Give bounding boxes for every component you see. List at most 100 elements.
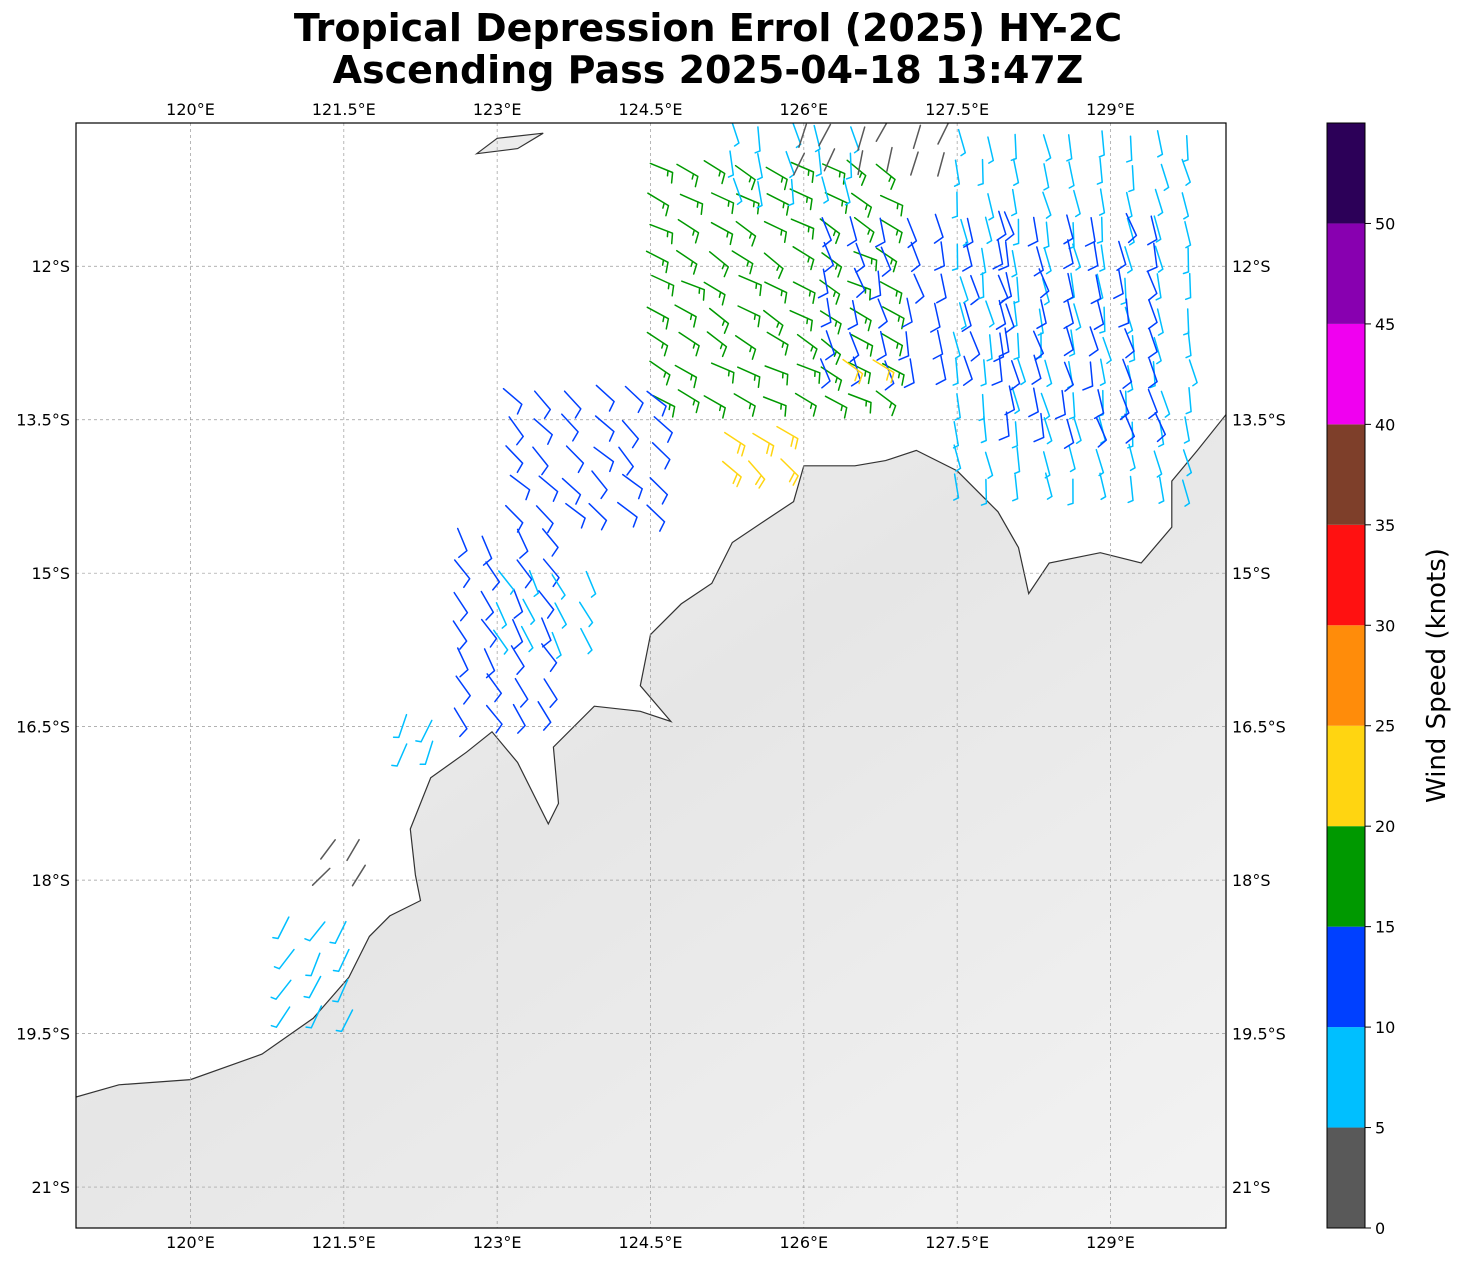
wind-barb	[733, 393, 756, 417]
colorbar-bin	[1327, 725, 1365, 827]
wind-barb	[486, 673, 503, 703]
wind-barb	[756, 152, 763, 181]
wind-barb	[456, 527, 468, 559]
wind-barb	[845, 152, 853, 180]
wind-barb	[1038, 268, 1050, 299]
lon-tick-label-top: 123°E	[473, 100, 522, 119]
wind-barb	[485, 561, 501, 591]
wind-barb	[1011, 188, 1018, 217]
wind-barb	[505, 445, 524, 474]
wind-barb	[1155, 273, 1162, 301]
wind-barb	[1188, 359, 1198, 387]
wind-barb	[1028, 387, 1039, 418]
wind-barb	[959, 276, 969, 304]
wind-barb	[1063, 239, 1074, 270]
lat-tick-label-left: 16.5°S	[16, 718, 70, 737]
wind-barb	[710, 362, 735, 384]
wind-barb	[651, 442, 671, 470]
wind-barb	[452, 620, 468, 650]
wind-barb	[565, 502, 586, 529]
lon-tick-label-bottom: 124.5°E	[619, 1233, 683, 1252]
wind-barb	[734, 335, 757, 360]
wind-barb	[1044, 359, 1053, 388]
wind-barb	[857, 126, 866, 151]
wind-barb	[514, 677, 529, 708]
wind-barb	[984, 216, 993, 245]
wind-barb	[329, 920, 347, 944]
wind-barb	[1125, 212, 1138, 244]
wind-barb	[1182, 247, 1190, 275]
wind-barb	[1004, 303, 1015, 334]
wind-barb	[1072, 243, 1082, 271]
lat-tick-label-right: 18°S	[1232, 871, 1271, 890]
wind-barb	[880, 219, 903, 244]
wind-barb	[880, 332, 904, 357]
wind-barb	[1032, 330, 1045, 361]
wind-barb	[453, 559, 471, 589]
wind-barb	[933, 213, 944, 244]
wind-barb	[1153, 336, 1162, 365]
wind-barb	[977, 158, 984, 186]
wind-barb	[824, 395, 848, 419]
wind-barb	[902, 297, 913, 328]
wind-barb	[1156, 308, 1164, 336]
wind-barb	[1040, 392, 1051, 420]
wind-barb	[453, 591, 469, 622]
wind-barb	[996, 210, 1007, 241]
wind-barb	[815, 149, 822, 177]
wind-barb	[847, 299, 859, 330]
colorbar-tick-label: 30	[1375, 616, 1395, 635]
wind-barb	[731, 250, 754, 275]
lon-tick-label-top: 127.5°E	[925, 100, 989, 119]
wind-barb	[541, 643, 558, 673]
colorbar: 0 5 10 15 20 25 30 35 40 45 50 Wind Speed (knots)	[1326, 122, 1452, 1238]
lon-tick-label-top: 124.5°E	[619, 100, 683, 119]
colorbar-tick-label: 5	[1375, 1119, 1385, 1138]
wind-barb	[879, 194, 904, 217]
wind-barb	[1012, 218, 1020, 246]
wind-barb	[853, 267, 866, 298]
wind-barb	[351, 864, 366, 887]
wind-barb	[1067, 478, 1074, 506]
colorbar-bin	[1327, 524, 1365, 626]
wind-barb	[335, 1009, 354, 1033]
wind-barb	[1010, 360, 1021, 391]
wind-barb	[1013, 446, 1021, 475]
wind-barb	[763, 220, 788, 244]
lat-tick-label-left: 13.5°S	[16, 411, 70, 430]
wind-barb	[706, 331, 728, 358]
wind-barb	[1147, 358, 1158, 389]
wind-barb	[1125, 135, 1133, 163]
wind-barb	[1185, 386, 1192, 415]
lat-tick-label-left: 18°S	[31, 871, 70, 890]
wind-barb	[952, 331, 961, 360]
colorbar-tick-label: 40	[1375, 415, 1395, 434]
wind-barb	[954, 393, 961, 421]
wind-barb	[953, 444, 962, 472]
wind-barb	[520, 625, 534, 653]
wind-barb	[456, 647, 469, 678]
wind-barb	[1063, 361, 1074, 392]
lon-tick-label-bottom: 129°E	[1086, 1233, 1135, 1252]
wind-barb	[651, 274, 675, 297]
wind-barb	[543, 678, 558, 708]
wind-barb	[969, 331, 981, 362]
wind-barb	[721, 460, 742, 488]
wind-barb	[1182, 135, 1189, 163]
wind-barb	[1090, 274, 1102, 305]
wind-barb	[857, 150, 864, 176]
wind-barb	[391, 743, 408, 767]
wind-barb	[1063, 272, 1074, 303]
wind-barb	[681, 280, 706, 301]
wind-barb	[820, 338, 842, 365]
wind-barb	[953, 473, 960, 501]
wind-barb	[977, 272, 985, 300]
wind-barb	[1011, 421, 1019, 449]
wind-barb	[951, 243, 959, 271]
wind-barb	[1012, 158, 1020, 186]
wind-barb	[1147, 215, 1158, 246]
wind-barb	[1147, 299, 1158, 330]
wind-barb	[963, 217, 974, 248]
wind-barb	[1160, 390, 1171, 418]
wind-barb	[762, 396, 787, 417]
